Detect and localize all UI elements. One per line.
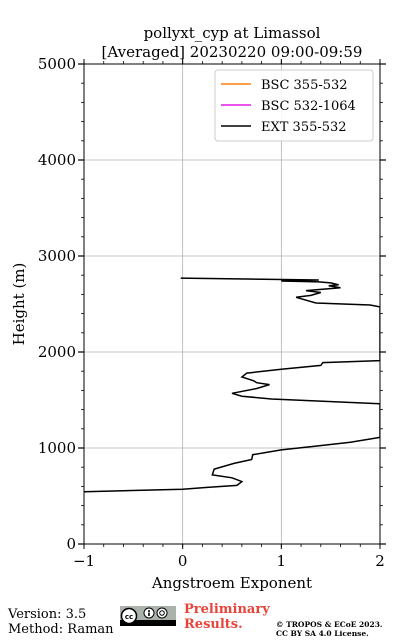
y-axis-label: Height (m) [10,263,28,346]
chart-subtitle: [Averaged] 20230220 09:00-09:59 [102,43,363,61]
cc-by-sa-logo: cc [120,606,176,626]
legend-label: EXT 355-532 [261,120,347,135]
chart-title: pollyxt_cyp at Limassol [144,24,321,42]
y-tick-label: 2000 [38,343,76,361]
version-label: Version: 3.5 [8,607,87,622]
y-tick-label: 1000 [38,439,76,457]
y-tick-label: 0 [66,535,76,553]
x-axis-label: Angstroem Exponent [151,574,312,592]
legend-label: BSC 532-1064 [261,99,356,114]
series-layer [84,277,380,493]
y-tick-label: 5000 [38,55,76,73]
copyright-note: © TROPOS & ECoE 2023. CC BY SA 4.0 Licen… [276,620,400,638]
x-tick-label: 1 [277,552,287,570]
x-tick-label: 2 [375,552,385,570]
y-tick-label: 3000 [38,247,76,265]
y-tick-label: 4000 [38,151,76,169]
preliminary-line2: Results. [184,617,243,632]
legend-label: BSC 355-532 [261,78,348,93]
series-line-2 [84,277,380,493]
legend: BSC 355-532 BSC 532-1064 EXT 355-532 [214,69,374,142]
svg-text:cc: cc [125,613,133,621]
preliminary-line1: Preliminary [184,602,270,617]
method-label: Method: Raman [8,622,114,637]
copyright-line1: © TROPOS & ECoE 2023. [276,620,383,629]
preliminary-results-note: Preliminary Results. [184,602,294,632]
legend-box [214,69,374,142]
copyright-line2: CC BY SA 4.0 License. [276,629,369,638]
x-tick-label: 0 [178,552,188,570]
x-tick-label: −1 [73,552,95,570]
plot-frame [83,63,381,545]
